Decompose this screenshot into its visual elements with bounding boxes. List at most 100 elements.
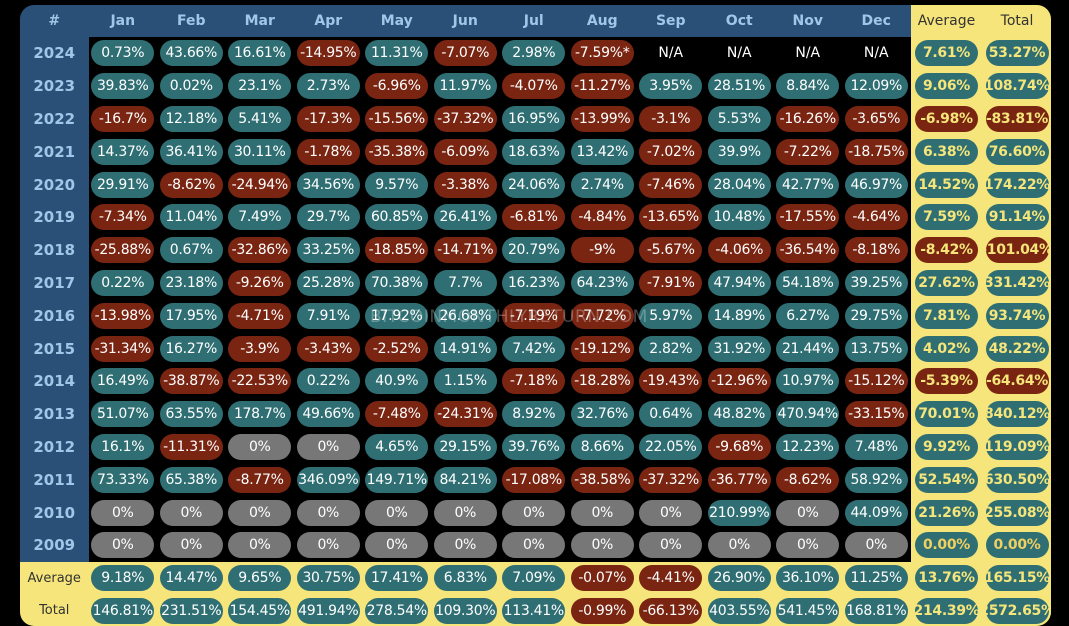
table-cell: 16.49% bbox=[89, 365, 158, 398]
table-cell: -37.32% bbox=[637, 463, 706, 496]
return-pill: 13.42% bbox=[570, 138, 634, 165]
table-cell: 13.76% bbox=[910, 561, 983, 595]
return-pill: 331.42% bbox=[984, 269, 1050, 296]
table-cell: 0.02% bbox=[157, 70, 226, 103]
table-cell: -13.65% bbox=[637, 201, 706, 234]
table-cell: 4.65% bbox=[363, 431, 432, 464]
table-cell: 11.97% bbox=[431, 70, 500, 103]
return-pill: 11.31% bbox=[365, 40, 429, 67]
table-cell: -83.81% bbox=[982, 102, 1051, 136]
table-cell: 0% bbox=[500, 529, 569, 562]
return-pill: 0% bbox=[502, 532, 566, 559]
table-cell: 231.51% bbox=[157, 594, 226, 626]
return-pill: 0% bbox=[228, 433, 292, 460]
return-pill: 84.21% bbox=[433, 466, 497, 493]
table-cell: 9.06% bbox=[910, 69, 983, 103]
table-cell: 0% bbox=[294, 496, 363, 529]
row-label: 2015 bbox=[20, 332, 89, 365]
return-pill: 44.09% bbox=[844, 499, 908, 526]
return-pill: -4.64% bbox=[844, 204, 908, 231]
table-cell: -5.67% bbox=[637, 234, 706, 267]
table-cell: 168.81% bbox=[842, 594, 911, 626]
table-cell: 21.44% bbox=[774, 332, 843, 365]
table-cell: -3.43% bbox=[294, 332, 363, 365]
return-pill: 52.54% bbox=[915, 466, 978, 493]
return-pill: 840.12% bbox=[984, 401, 1050, 428]
return-pill: 9.92% bbox=[915, 433, 978, 460]
table-cell: -17.55% bbox=[774, 201, 843, 234]
return-pill: -6.96% bbox=[365, 73, 429, 100]
table-cell: -13.98% bbox=[89, 299, 158, 332]
return-pill: 214.39% bbox=[914, 597, 980, 624]
table-cell: 0.22% bbox=[89, 267, 158, 300]
return-pill: 168.81% bbox=[844, 597, 908, 624]
table-cell: 630.50% bbox=[982, 463, 1051, 497]
table-cell: 10.97% bbox=[774, 365, 843, 398]
table-cell: 30.11% bbox=[226, 135, 295, 168]
table-cell: -35.38% bbox=[363, 135, 432, 168]
table-cell: 26.41% bbox=[431, 201, 500, 234]
table-cell: 21.26% bbox=[910, 496, 983, 529]
table-cell: 48.82% bbox=[705, 398, 774, 431]
return-pill: 91.14% bbox=[985, 204, 1049, 231]
table-cell: 5.41% bbox=[226, 103, 295, 136]
return-pill: 60.85% bbox=[365, 204, 429, 231]
return-pill: 541.45% bbox=[776, 597, 840, 624]
table-cell: 14.52% bbox=[910, 168, 983, 201]
return-pill: 26.68% bbox=[433, 302, 497, 329]
return-pill: 12.23% bbox=[776, 433, 840, 460]
table-cell: -18.85% bbox=[363, 234, 432, 267]
return-pill: -19.12% bbox=[570, 335, 634, 362]
table-cell: -13.99% bbox=[568, 103, 637, 136]
return-pill: 54.18% bbox=[776, 269, 840, 296]
return-pill: -4.06% bbox=[707, 237, 771, 264]
table-cell: 255.08% bbox=[982, 496, 1051, 529]
table-cell: 210.99% bbox=[705, 496, 774, 529]
return-pill: -64.64% bbox=[985, 368, 1049, 395]
return-pill: 3.95% bbox=[639, 73, 703, 100]
table-cell: 840.12% bbox=[982, 397, 1051, 431]
table-cell: 0% bbox=[637, 529, 706, 562]
return-pill: 14.91% bbox=[433, 335, 497, 362]
return-pill: 0% bbox=[570, 499, 634, 526]
table-cell: 16.61% bbox=[226, 37, 295, 70]
return-pill: 0% bbox=[502, 499, 566, 526]
row-label: 2016 bbox=[20, 299, 89, 333]
table-cell: 64.23% bbox=[568, 267, 637, 300]
return-pill: 17.41% bbox=[365, 565, 429, 592]
table-cell: -11.27% bbox=[568, 70, 637, 103]
table-cell: 58.92% bbox=[842, 463, 911, 496]
table-cell: 8.84% bbox=[774, 70, 843, 103]
table-cell: 4.02% bbox=[910, 332, 983, 365]
table-cell: -0.99% bbox=[568, 594, 637, 626]
table-cell: 60.85% bbox=[363, 201, 432, 234]
table-cell: 278.54% bbox=[362, 594, 431, 626]
return-pill: 13.76% bbox=[915, 565, 978, 592]
table-cell: 0% bbox=[363, 529, 432, 562]
table-cell: 12.18% bbox=[157, 103, 226, 136]
table-cell: 403.55% bbox=[705, 594, 774, 626]
return-pill: -36.54% bbox=[776, 237, 840, 264]
return-pill: 9.18% bbox=[91, 565, 155, 592]
table-cell: -5.39% bbox=[910, 365, 983, 398]
return-pill: 2.98% bbox=[502, 40, 566, 67]
return-pill: 17.95% bbox=[159, 302, 223, 329]
row-label: Total bbox=[20, 594, 89, 626]
return-pill: 10.48% bbox=[707, 204, 771, 231]
return-pill: -7.18% bbox=[502, 368, 566, 395]
return-pill: -17.3% bbox=[296, 105, 360, 132]
table-cell: -4.84% bbox=[568, 201, 637, 234]
table-cell: -14.95% bbox=[294, 37, 363, 70]
table-cell: -33.15% bbox=[842, 398, 911, 431]
column-header: # bbox=[20, 5, 89, 37]
return-pill: -3.43% bbox=[296, 335, 360, 362]
return-pill: 48.82% bbox=[707, 401, 771, 428]
return-pill: 2.82% bbox=[639, 335, 703, 362]
return-pill: 36.41% bbox=[159, 138, 223, 165]
table-cell: 2.82% bbox=[637, 332, 706, 365]
return-pill: -9.26% bbox=[228, 269, 292, 296]
return-pill: 12.18% bbox=[159, 105, 223, 132]
table-cell: 7.09% bbox=[499, 561, 568, 595]
table-cell: -4.71% bbox=[226, 299, 295, 332]
table-cell: 146.81% bbox=[88, 594, 157, 626]
